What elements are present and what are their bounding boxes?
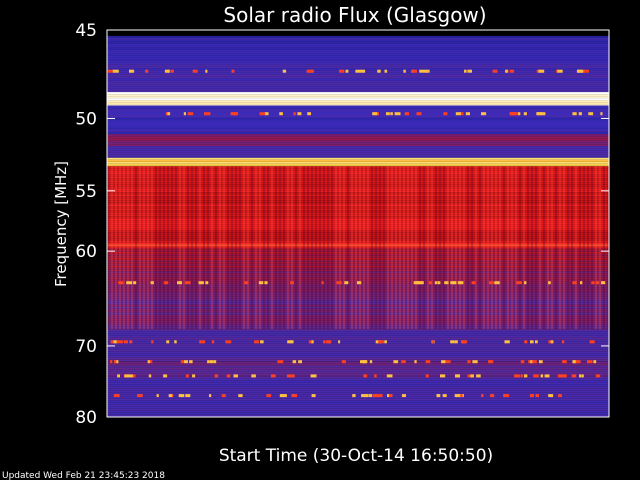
spectral-band <box>107 292 609 330</box>
texture-layer <box>107 166 609 330</box>
y-tick-label: 50 <box>75 110 97 130</box>
spectral-band <box>107 247 609 268</box>
burst-markers <box>107 69 606 398</box>
spectral-band <box>107 361 609 377</box>
spectral-band <box>107 166 609 243</box>
spectral-band <box>107 267 609 293</box>
spectral-band <box>107 146 609 158</box>
spectral-band <box>107 157 609 167</box>
spectral-band <box>107 92 609 106</box>
spectral-band <box>107 35 609 61</box>
chart-title: Solar radio Flux (Glasgow) <box>223 3 486 27</box>
footer-timestamp: Updated Wed Feb 21 23:45:23 2018 <box>2 471 165 480</box>
y-tick-label: 45 <box>75 21 97 41</box>
spectral-band <box>107 376 609 417</box>
spectral-band <box>107 242 609 248</box>
y-tick-label: 80 <box>75 408 97 428</box>
spectral-band <box>107 134 609 147</box>
x-axis-label: Start Time (30-Oct-14 16:50:50) <box>219 446 493 466</box>
y-tick-label: 70 <box>75 337 97 357</box>
spectral-band <box>107 60 609 93</box>
plot-frame <box>106 29 610 418</box>
spectral-band <box>107 329 609 362</box>
y-tick-label: 55 <box>75 182 97 202</box>
y-axis-label: Frequency [MHz] <box>52 161 70 287</box>
spectral-band <box>107 105 609 135</box>
y-tick-label: 60 <box>75 242 97 262</box>
plot-area <box>107 30 609 417</box>
y-axis-ticks: 45 50 55 60 70 80 <box>75 21 609 428</box>
